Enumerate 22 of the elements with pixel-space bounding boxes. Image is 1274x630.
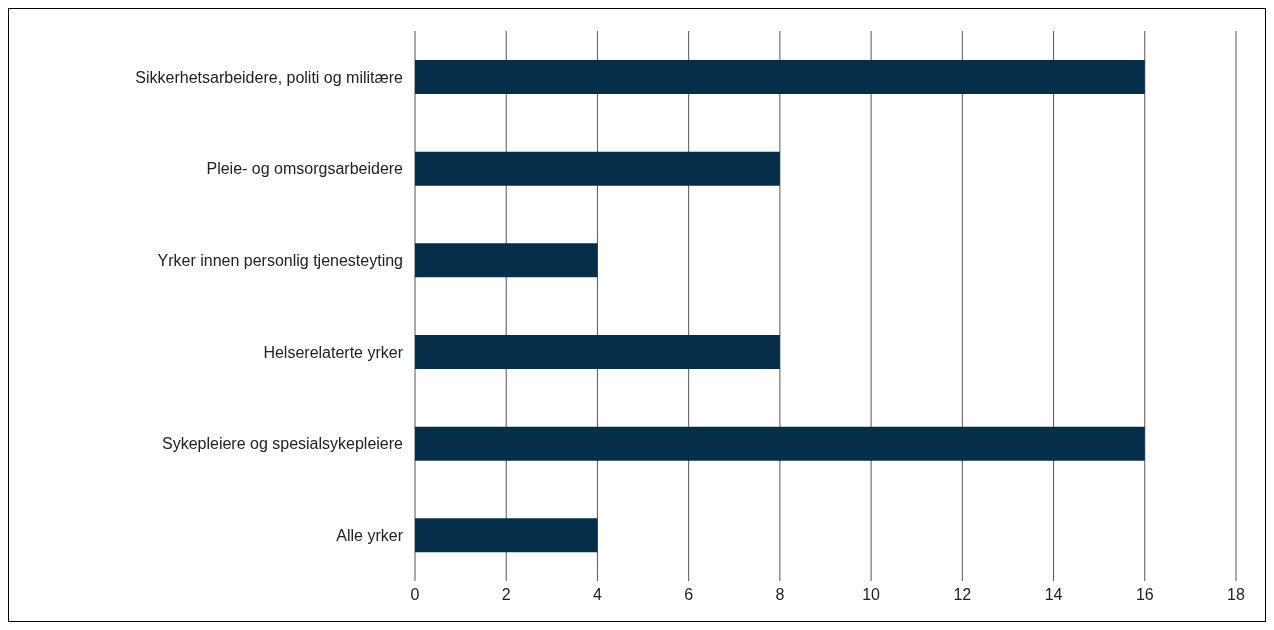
x-tick-label: 18 xyxy=(1227,586,1245,604)
y-tick-label: Sykepleiere og spesialsykepleiere xyxy=(161,435,404,453)
x-tick-label: 8 xyxy=(775,586,785,604)
y-tick-label: Pleie- og omsorgsarbeidere xyxy=(206,160,404,178)
x-tick-label: 0 xyxy=(410,586,420,604)
bar xyxy=(415,243,598,278)
y-tick-label: Alle yrker xyxy=(336,526,404,544)
bar xyxy=(415,151,780,186)
y-tick-label: Sikkerhetsarbeidere, politi og militære xyxy=(135,68,404,86)
x-tick-label: 2 xyxy=(501,586,511,604)
bar xyxy=(415,518,598,553)
bar xyxy=(415,335,780,369)
bar xyxy=(415,426,1145,461)
x-tick-label: 6 xyxy=(684,586,694,604)
x-tick-label: 14 xyxy=(1044,586,1063,604)
y-tick-label: Helserelaterte yrker xyxy=(263,343,404,361)
x-tick-label: 12 xyxy=(953,586,972,604)
x-tick-label: 4 xyxy=(592,586,602,604)
y-tick-label: Yrker innen personlig tjenesteyting xyxy=(157,251,403,269)
x-tick-label: 16 xyxy=(1135,586,1154,604)
bar xyxy=(415,60,1145,94)
x-tick-label: 10 xyxy=(862,586,881,604)
